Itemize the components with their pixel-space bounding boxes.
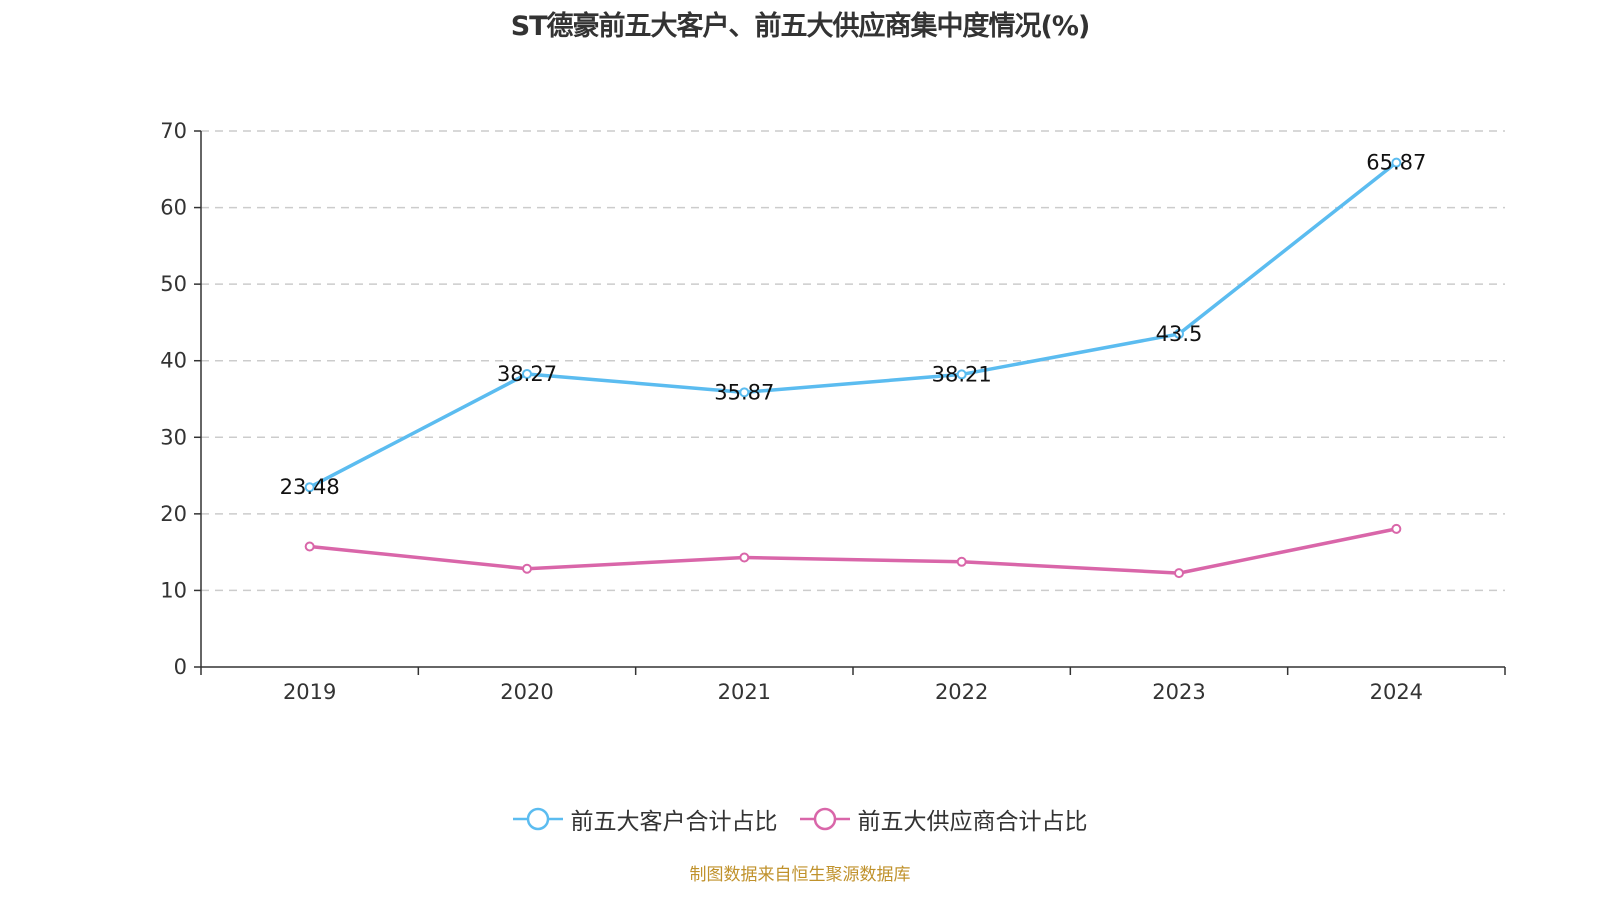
y-tick-label: 30 bbox=[160, 425, 187, 449]
series-line-1 bbox=[309, 527, 1397, 575]
x-tick-label: 2023 bbox=[1152, 680, 1205, 704]
y-tick-label: 50 bbox=[160, 272, 187, 296]
source-note: 制图数据来自恒生聚源数据库 bbox=[689, 865, 911, 885]
y-tick-label: 60 bbox=[160, 196, 187, 220]
legend-label-suppliers: 前五大供应商合计占比 bbox=[857, 809, 1088, 835]
data-point bbox=[304, 541, 315, 552]
data-point bbox=[1174, 568, 1184, 579]
data-point bbox=[1391, 523, 1402, 534]
x-tick-label: 2024 bbox=[1370, 680, 1423, 704]
data-point bbox=[522, 563, 532, 574]
data-point bbox=[1174, 328, 1184, 339]
y-tick-label: 10 bbox=[160, 578, 187, 602]
data-label: 35.87 bbox=[714, 380, 774, 404]
y-tick-label: 70 bbox=[160, 119, 187, 143]
data-point bbox=[1391, 157, 1402, 168]
series-line-0 bbox=[308, 161, 1398, 489]
data-label: 65.87 bbox=[1366, 151, 1426, 175]
data-point bbox=[739, 387, 750, 398]
chart-title: ST德豪前五大客户、前五大供应商集中度情况(%) bbox=[510, 11, 1091, 42]
data-point bbox=[739, 552, 750, 563]
data-labels: 23.48 38.27 35.87 38.21 43.5 65.87 bbox=[280, 151, 1427, 500]
legend-item-suppliers[interactable]: 前五大供应商合计占比 bbox=[799, 802, 1088, 836]
legend-item-customers[interactable]: 前五大客户合计占比 bbox=[512, 802, 778, 836]
y-tick-label: 40 bbox=[160, 349, 187, 373]
axes: 0 10 20 30 40 50 60 70 2019 2020 2021 2022 2023 2024 bbox=[160, 119, 1506, 704]
grid-lines bbox=[201, 130, 1505, 592]
legend-line-circle-icon bbox=[799, 807, 850, 831]
data-point bbox=[522, 368, 532, 379]
data-label: 43.5 bbox=[1156, 322, 1203, 346]
x-tick-label: 2021 bbox=[718, 680, 771, 704]
x-tick-label: 2022 bbox=[935, 680, 988, 704]
x-tick-label: 2019 bbox=[283, 680, 336, 704]
data-label: 38.27 bbox=[497, 362, 557, 386]
data-point bbox=[956, 556, 967, 567]
legend-line-circle-icon bbox=[512, 807, 563, 831]
series bbox=[304, 157, 1402, 579]
data-point bbox=[956, 369, 967, 380]
data-point bbox=[304, 482, 315, 493]
x-tick-label: 2020 bbox=[500, 680, 553, 704]
y-tick-label: 0 bbox=[174, 655, 187, 679]
legend-label-customers: 前五大客户合计占比 bbox=[570, 809, 778, 835]
data-label: 23.48 bbox=[280, 475, 340, 499]
legend: 前五大客户合计占比 前五大供应商合计占比 bbox=[0, 802, 1600, 836]
data-label: 38.21 bbox=[932, 362, 992, 386]
y-tick-label: 20 bbox=[160, 502, 187, 526]
